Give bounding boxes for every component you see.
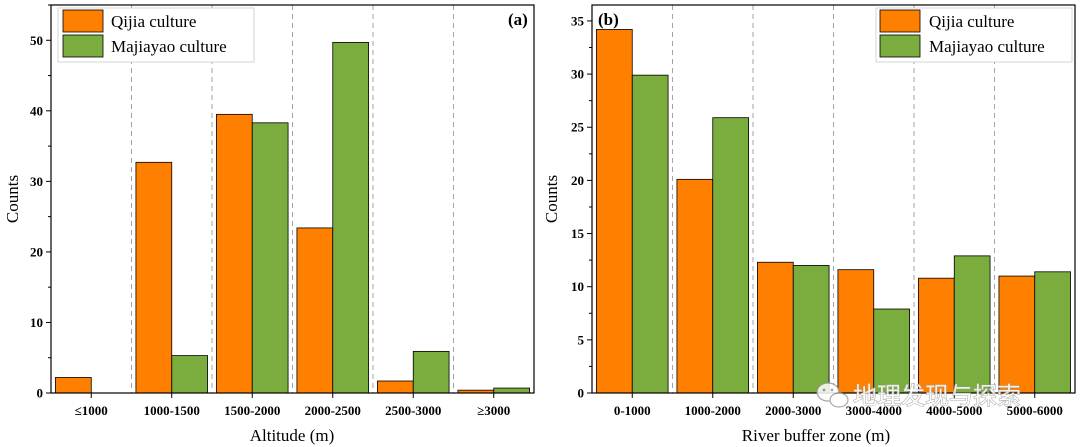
bar xyxy=(493,387,530,394)
bar xyxy=(953,255,991,394)
y-axis: 0 10 20 30 40 50 xyxy=(30,4,51,401)
watermark-text: 地理发现与探索 xyxy=(853,383,1021,410)
bar xyxy=(792,265,830,394)
y-tick-label: 5 xyxy=(578,332,585,347)
y-tick-label: 35 xyxy=(571,13,585,28)
plot-frame xyxy=(50,4,535,394)
bar-group xyxy=(596,29,1071,394)
x-tick-label: 4000-5000 xyxy=(926,403,982,418)
bar xyxy=(676,178,714,394)
x-tick-label: ≤1000 xyxy=(75,403,108,418)
legend: Qijia culture Majiayao culture xyxy=(875,7,1073,63)
bar xyxy=(296,227,334,394)
legend-label-qijia: Qijia culture xyxy=(929,12,1014,31)
x-axis: ≤1000 1000-1500 1500-2000 2000-2500 2500-300… xyxy=(75,393,510,418)
legend-label-qijia: Qijia culture xyxy=(111,12,196,31)
x-tick-label: 0-1000 xyxy=(614,403,651,418)
bar-group xyxy=(55,41,530,394)
bar xyxy=(377,380,414,394)
x-tick-label: 2000-2500 xyxy=(305,403,361,418)
bar xyxy=(918,277,955,394)
y-tick-label: 10 xyxy=(30,315,43,330)
bar xyxy=(596,29,633,394)
bar xyxy=(412,350,450,394)
bar xyxy=(757,261,794,394)
x-tick-label: 2000-3000 xyxy=(765,403,821,418)
bar xyxy=(251,122,289,394)
y-tick-label: 20 xyxy=(571,173,584,188)
y-tick-label: 10 xyxy=(571,279,584,294)
category-separators xyxy=(672,5,995,393)
x-axis-title: Altitude (m) xyxy=(250,426,335,445)
y-axis-title: Counts xyxy=(542,175,561,223)
x-axis: 0-1000 1000-2000 2000-3000 3000-4000 4000-50… xyxy=(614,393,1063,418)
x-tick-label: 1500-2000 xyxy=(224,403,280,418)
y-tick-label: 30 xyxy=(30,174,43,189)
bar xyxy=(216,113,253,394)
wechat-icon xyxy=(816,382,849,408)
legend-swatch-qijia xyxy=(62,9,104,33)
legend-label-majiayao: Majiayao culture xyxy=(111,37,227,56)
legend-swatch-majiayao xyxy=(879,34,921,58)
x-tick-label: 1000-1500 xyxy=(144,403,200,418)
y-tick-label: 0 xyxy=(37,386,44,401)
panel-label: (a) xyxy=(508,10,528,29)
bar xyxy=(873,308,910,394)
x-tick-label: 2500-3000 xyxy=(385,403,441,418)
y-tick-label: 50 xyxy=(30,33,43,48)
y-tick-label: 0 xyxy=(578,386,585,401)
x-tick-label: ≥3000 xyxy=(477,403,510,418)
y-axis-title: Counts xyxy=(3,175,22,223)
category-separators xyxy=(131,5,454,393)
bar xyxy=(55,377,92,394)
bar xyxy=(171,355,208,394)
y-tick-label: 25 xyxy=(571,120,585,135)
watermark: 地理发现与探索 xyxy=(816,382,1022,411)
legend: Qijia culture Majiayao culture xyxy=(57,7,255,63)
y-axis: 0 5 10 15 20 25 30 35 xyxy=(571,13,592,401)
bar xyxy=(1034,271,1071,394)
y-tick-label: 15 xyxy=(571,226,585,241)
x-tick-label: 5000-6000 xyxy=(1007,403,1063,418)
chart-panel-river-buffer: 0 5 10 15 20 25 30 35 0-1000 1000-2000 2000-3000 3… xyxy=(542,4,1076,445)
bar xyxy=(332,41,369,394)
y-tick-label: 30 xyxy=(571,67,584,82)
bar xyxy=(712,117,749,394)
legend-swatch-qijia xyxy=(879,9,921,33)
legend-swatch-majiayao xyxy=(62,34,104,58)
y-tick-label: 40 xyxy=(30,103,43,118)
bar xyxy=(135,161,173,394)
x-tick-label: 3000-4000 xyxy=(846,403,902,418)
chart-panel-altitude: 0 10 20 30 40 50 ≤1000 1000-1500 1500-2000 2000-… xyxy=(3,4,535,445)
bar xyxy=(998,275,1036,394)
legend-label-majiayao: Majiayao culture xyxy=(929,37,1045,56)
x-axis-title: River buffer zone (m) xyxy=(742,426,890,445)
x-tick-label: 1000-2000 xyxy=(685,403,741,418)
bar xyxy=(837,269,875,394)
panel-label: (b) xyxy=(598,10,619,29)
bar xyxy=(631,74,669,394)
y-tick-label: 20 xyxy=(30,244,43,259)
